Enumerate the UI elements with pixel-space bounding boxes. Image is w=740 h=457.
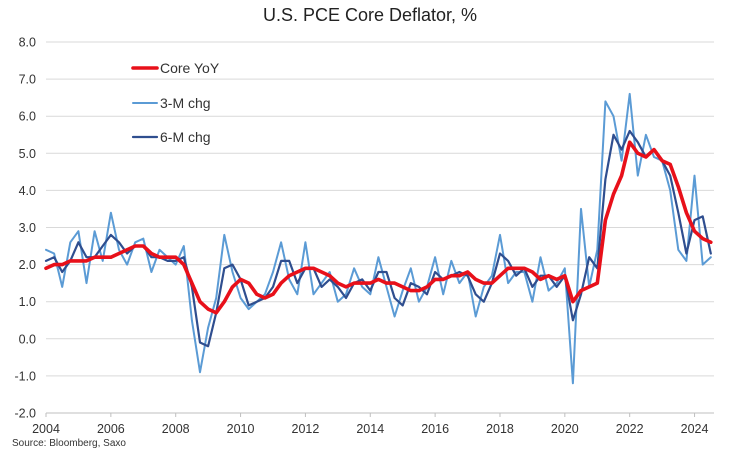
- y-tick-label: 4.0: [19, 184, 36, 198]
- y-tick-label: -2.0: [14, 407, 36, 421]
- x-tick-label: 2004: [32, 422, 60, 436]
- series-line-6-m-chg: [44, 129, 712, 348]
- y-tick-label: -1.0: [14, 369, 36, 383]
- x-axis-ticks: 2004 2006 2008 2010 2012 2014 2016 2018 2020 2022…: [32, 413, 708, 436]
- chart-title: U.S. PCE Core Deflator, %: [263, 5, 477, 25]
- series-lines: [44, 92, 713, 385]
- source-note: Source: Bloomberg, Saxo: [12, 438, 126, 449]
- y-tick-label: 6.0: [19, 110, 36, 124]
- y-axis-ticks: 8.0 7.0 6.0 5.0 4.0 3.0 2.0 1.0 0.0 -1.0 -2.0: [14, 36, 36, 421]
- x-tick-label: 2010: [227, 422, 255, 436]
- y-tick-label: 1.0: [19, 295, 36, 309]
- legend-label: Core YoY: [160, 60, 220, 76]
- y-tick-label: 5.0: [19, 147, 36, 161]
- x-tick-label: 2024: [681, 422, 709, 436]
- x-tick-label: 2022: [616, 422, 644, 436]
- y-tick-label: 0.0: [19, 332, 36, 346]
- legend-label: 6-M chg: [160, 129, 211, 145]
- x-tick-label: 2006: [97, 422, 125, 436]
- x-tick-label: 2008: [162, 422, 190, 436]
- y-tick-label: 3.0: [19, 221, 36, 235]
- x-tick-label: 2020: [551, 422, 579, 436]
- x-tick-label: 2018: [486, 422, 514, 436]
- y-tick-label: 8.0: [19, 36, 36, 50]
- x-tick-label: 2014: [356, 422, 384, 436]
- y-tick-label: 2.0: [19, 258, 36, 272]
- legend-label: 3-M chg: [160, 95, 211, 111]
- x-tick-label: 2012: [292, 422, 320, 436]
- legend: Core YoY 3-M chg 6-M chg: [131, 60, 220, 145]
- y-tick-label: 7.0: [19, 73, 36, 87]
- x-tick-label: 2016: [421, 422, 449, 436]
- gridlines: [46, 41, 714, 414]
- series-line-core-yoy: [44, 140, 713, 315]
